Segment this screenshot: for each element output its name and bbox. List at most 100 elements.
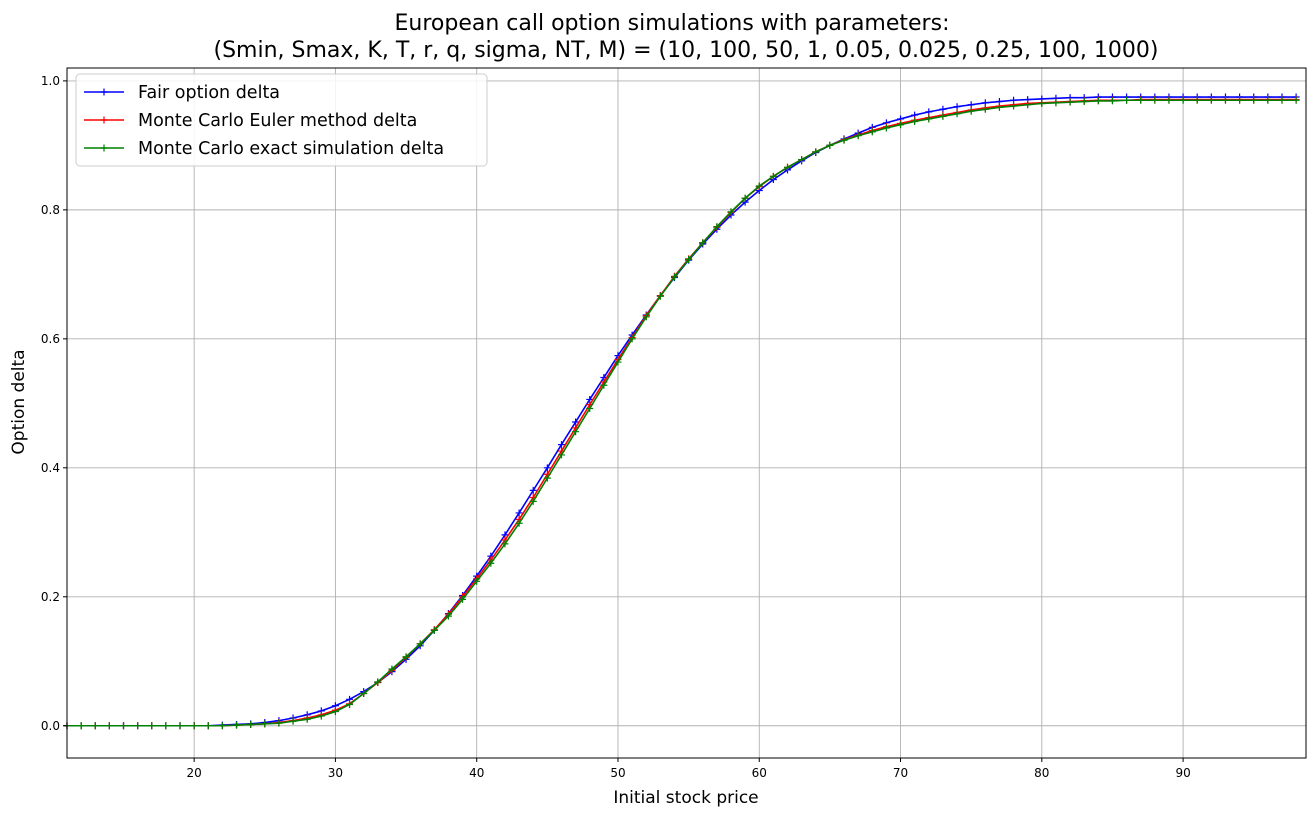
data-point	[1052, 99, 1060, 107]
data-point	[529, 497, 537, 505]
data-point	[1038, 99, 1046, 107]
data-point	[1080, 98, 1088, 106]
data-point	[713, 223, 721, 231]
legend-box	[75, 73, 488, 167]
series-line	[67, 99, 1297, 727]
y-tick-label: 1.0	[41, 74, 60, 88]
data-point	[784, 163, 792, 171]
data-point	[402, 653, 410, 661]
data-point	[501, 540, 509, 548]
data-point	[289, 717, 297, 725]
series-0	[63, 93, 1300, 730]
x-tick-label: 90	[1175, 766, 1190, 780]
x-tick-label: 40	[469, 766, 484, 780]
series-lines	[63, 93, 1300, 730]
data-point	[1179, 96, 1187, 104]
data-point	[557, 451, 565, 459]
x-tick-label: 70	[893, 766, 908, 780]
data-point	[134, 722, 142, 730]
data-point	[741, 194, 749, 202]
data-point	[388, 665, 396, 673]
data-point	[543, 474, 551, 482]
data-point	[1278, 96, 1286, 104]
legend: Fair option delta Monte Carlo Euler metho…	[75, 73, 488, 167]
data-point	[317, 712, 325, 720]
data-point	[685, 256, 693, 264]
data-point	[1250, 96, 1258, 104]
data-point	[218, 722, 226, 730]
plot-frame	[66, 67, 1307, 759]
series-1	[63, 96, 1300, 730]
data-point	[1165, 96, 1173, 104]
x-tick-label: 30	[328, 766, 343, 780]
chart-subtitle: (Smin, Smax, K, T, r, q, sigma, NT, M) =…	[214, 38, 1159, 63]
data-point	[1024, 101, 1032, 109]
data-point	[77, 722, 85, 730]
data-point	[487, 559, 495, 567]
data-point	[1264, 96, 1272, 104]
data-point	[939, 112, 947, 120]
data-point	[105, 722, 113, 730]
data-point	[1207, 96, 1215, 104]
data-point	[233, 721, 241, 729]
data-point	[346, 700, 354, 708]
data-point	[572, 428, 580, 436]
data-point	[1010, 102, 1018, 110]
data-point	[1066, 98, 1074, 106]
data-point	[303, 715, 311, 723]
y-tick-label: 0.0	[41, 719, 60, 733]
y-tick-label: 0.2	[41, 590, 60, 604]
y-tick-label: 0.4	[41, 461, 60, 475]
data-point	[543, 464, 551, 472]
data-point	[854, 132, 862, 140]
data-point	[1151, 96, 1159, 104]
data-point	[444, 612, 452, 620]
data-point	[1221, 96, 1229, 104]
series-line	[67, 96, 1297, 727]
data-point	[1123, 96, 1131, 104]
x-tick-label: 50	[610, 766, 625, 780]
data-point	[586, 404, 594, 412]
data-point	[642, 313, 650, 321]
data-point	[925, 115, 933, 123]
data-point	[557, 441, 565, 449]
data-point	[120, 722, 128, 730]
data-point	[727, 208, 735, 216]
data-point	[360, 690, 368, 698]
data-point	[473, 577, 481, 585]
legend-entry: Fair option delta	[138, 83, 280, 103]
data-point	[868, 128, 876, 136]
data-point	[1137, 96, 1145, 104]
legend-entry: Monte Carlo Euler method delta	[138, 111, 417, 131]
data-point	[416, 640, 424, 648]
chart-title: European call option simulations with pa…	[395, 11, 950, 36]
data-point	[600, 381, 608, 389]
x-tick-label: 20	[187, 766, 202, 780]
series-2	[63, 96, 1300, 730]
data-point	[897, 121, 905, 129]
data-point	[247, 720, 255, 728]
data-point	[1292, 96, 1300, 104]
data-point	[91, 722, 99, 730]
legend-entry: Monte Carlo exact simulation delta	[138, 139, 444, 159]
series-line	[67, 98, 1297, 727]
x-tick-label: 60	[752, 766, 767, 780]
data-point	[812, 148, 820, 156]
data-point	[798, 156, 806, 164]
legend-swatch-marker	[100, 88, 108, 96]
data-point	[882, 124, 890, 132]
data-point	[515, 509, 523, 517]
data-point	[1094, 97, 1102, 105]
data-point	[769, 172, 777, 180]
data-point	[670, 273, 678, 281]
data-point	[176, 722, 184, 730]
data-point	[374, 678, 382, 686]
data-point	[755, 182, 763, 190]
legend-swatch-marker	[100, 144, 108, 152]
data-point	[162, 722, 170, 730]
y-tick-label: 0.8	[41, 203, 60, 217]
x-tick-label: 80	[1034, 766, 1049, 780]
data-point	[1193, 96, 1201, 104]
data-point	[529, 486, 537, 494]
